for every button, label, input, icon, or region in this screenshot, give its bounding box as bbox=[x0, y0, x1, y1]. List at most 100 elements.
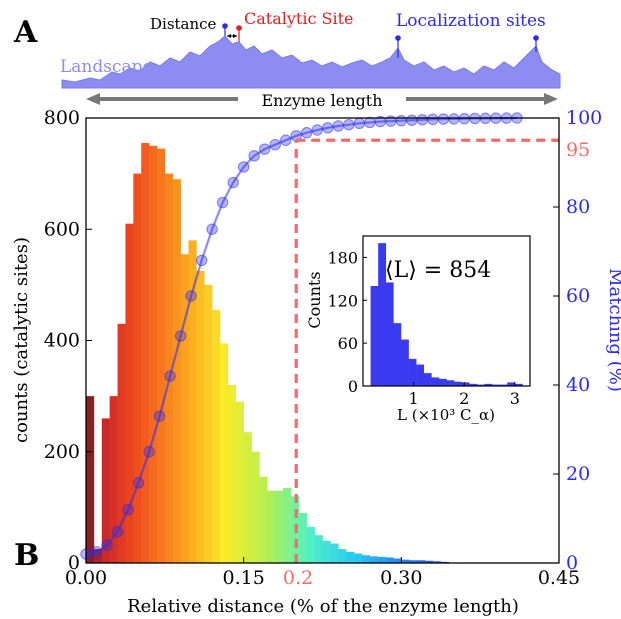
histogram-bar bbox=[133, 173, 142, 564]
histogram-bar bbox=[275, 490, 284, 563]
inset-bar bbox=[469, 383, 478, 386]
right-y-tick-label: 20 bbox=[566, 463, 590, 485]
histogram-bar bbox=[267, 490, 276, 563]
histogram-bar bbox=[156, 148, 166, 563]
histogram-bar bbox=[330, 543, 339, 563]
matching-point bbox=[153, 410, 166, 422]
x-tick-label: 0.00 bbox=[65, 567, 107, 589]
histogram-bar bbox=[393, 558, 402, 563]
matching-point bbox=[395, 114, 408, 127]
matching-point bbox=[248, 150, 260, 162]
threshold-lines bbox=[294, 138, 559, 563]
histogram-bar bbox=[180, 254, 189, 563]
inset-bar bbox=[370, 286, 379, 386]
inset-bar bbox=[385, 282, 394, 386]
inset-bar bbox=[476, 384, 485, 386]
enzyme-length-arrow-left bbox=[98, 97, 238, 101]
histogram-bar bbox=[101, 418, 110, 564]
histogram-bar bbox=[259, 476, 268, 563]
histogram-bar bbox=[283, 487, 292, 563]
inset-bar bbox=[431, 377, 440, 386]
inset-x-tick-label: 2 bbox=[459, 389, 469, 408]
matching-point bbox=[216, 196, 229, 209]
inset-bar bbox=[454, 381, 462, 386]
histogram-bar bbox=[93, 549, 103, 563]
histogram-bar bbox=[141, 143, 150, 563]
matching-point bbox=[322, 122, 334, 134]
distance-label: Distance bbox=[150, 15, 217, 33]
histogram-bar bbox=[424, 560, 434, 563]
landscape-profile bbox=[61, 35, 561, 89]
x-tick-label: 0.30 bbox=[380, 567, 422, 589]
matching-point bbox=[311, 124, 323, 136]
histogram-bar bbox=[306, 526, 315, 563]
histogram-bar bbox=[369, 556, 378, 563]
histogram-bar bbox=[188, 240, 197, 564]
inset-x-tick-label: 3 bbox=[510, 389, 520, 408]
histogram-bar bbox=[117, 323, 126, 563]
inset-bar bbox=[423, 373, 432, 386]
matching-point bbox=[111, 526, 124, 538]
histogram-bar bbox=[204, 284, 213, 564]
matching-point bbox=[332, 120, 344, 132]
histogram-bar bbox=[220, 343, 229, 563]
inset-bar bbox=[492, 384, 500, 386]
inset-y-tick-label: 180 bbox=[327, 248, 358, 267]
inset-bar bbox=[393, 323, 402, 386]
matching-point bbox=[353, 117, 365, 130]
matching-point bbox=[269, 139, 281, 151]
distance-arrow-left-icon bbox=[227, 34, 231, 38]
inset-bar bbox=[461, 382, 470, 386]
matching-point bbox=[458, 112, 471, 125]
histogram-bar bbox=[149, 145, 158, 563]
inset-y-tick-label: 60 bbox=[338, 334, 358, 353]
matching-point bbox=[416, 114, 429, 126]
histogram-bar bbox=[314, 535, 323, 563]
x-axis-label: Relative distance (% of the enzyme lengt… bbox=[127, 596, 519, 617]
histogram-bar bbox=[164, 173, 174, 564]
inset-ticks: 0 60 120 180 1 2 3 bbox=[327, 248, 519, 408]
threshold-y-label: 95 bbox=[566, 139, 590, 161]
enzyme-length-label: Enzyme length bbox=[261, 91, 382, 110]
matching-point bbox=[143, 446, 155, 458]
right-y-tick-label: 80 bbox=[566, 196, 590, 218]
matching-point bbox=[206, 223, 218, 235]
matching-point bbox=[101, 539, 113, 551]
distance-arrow-right-icon bbox=[233, 34, 237, 38]
catalytic-site-marker bbox=[236, 25, 242, 31]
matching-point bbox=[406, 114, 418, 126]
matching-point bbox=[343, 118, 355, 131]
inset-y-tick-label: 0 bbox=[348, 377, 358, 396]
histogram-bars bbox=[86, 143, 449, 564]
inset-bar bbox=[484, 383, 493, 386]
inset-bar bbox=[400, 339, 409, 386]
inset-x-label: L (×10³ C_α) bbox=[397, 406, 495, 424]
localization-site-1-marker bbox=[395, 35, 401, 41]
inset-x-tick-label: 1 bbox=[409, 389, 419, 408]
left-y-tick-label: 800 bbox=[44, 107, 80, 129]
landscape-label: Landscape bbox=[60, 57, 153, 77]
inset-y-label: Counts bbox=[305, 271, 324, 328]
histogram-bar bbox=[251, 451, 260, 563]
x-tick-label: 0.45 bbox=[538, 567, 580, 589]
right-y-ticks: 0 20 40 60 80 100 bbox=[553, 107, 602, 574]
matching-point bbox=[185, 290, 197, 302]
inset-bar bbox=[507, 382, 516, 386]
panel-a: A Landscape Distance Catalytic Site Loca… bbox=[13, 9, 561, 110]
right-y-tick-label: 100 bbox=[566, 107, 602, 129]
left-y-ticks: 0 200 400 600 800 bbox=[44, 107, 92, 574]
matching-point bbox=[122, 503, 134, 516]
left-y-axis-label: counts (catalytic sites) bbox=[11, 237, 32, 443]
histogram-bar bbox=[346, 551, 355, 564]
histogram-bar bbox=[125, 223, 134, 563]
arrow-right-icon bbox=[544, 93, 558, 105]
matching-point bbox=[237, 161, 250, 173]
left-y-tick-label: 600 bbox=[44, 218, 80, 240]
inset-bar bbox=[499, 384, 508, 386]
inset-bar bbox=[438, 378, 447, 386]
panel-a-letter: A bbox=[13, 15, 38, 50]
histogram-bar bbox=[235, 401, 244, 563]
inset-frame bbox=[362, 235, 531, 387]
inset-chart: 0 60 120 180 1 2 3 ⟨L⟩ = 854 Counts L (×10³ C_… bbox=[305, 235, 531, 424]
